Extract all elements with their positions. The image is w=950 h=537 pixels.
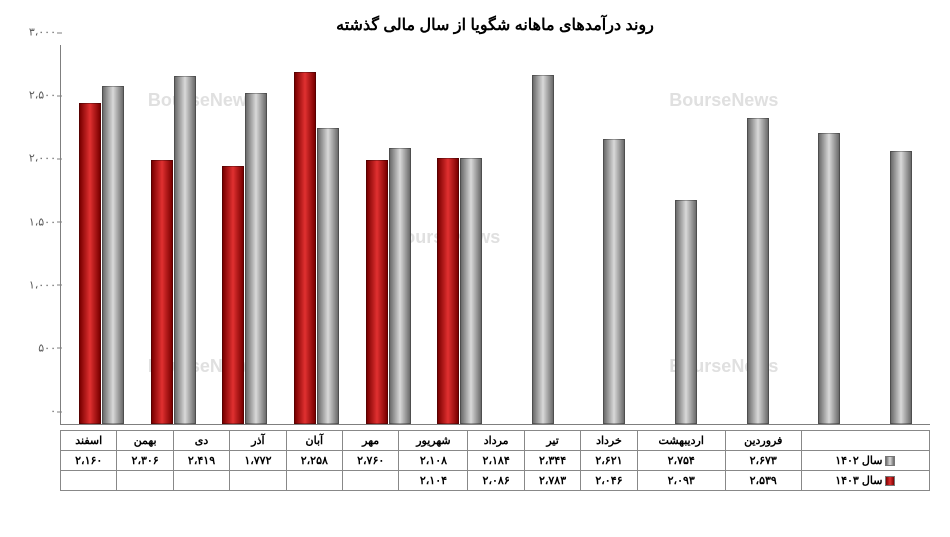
month-group xyxy=(495,45,567,424)
month-header: مرداد xyxy=(468,431,524,451)
table-header-row: فروردیناردیبهشتخردادتیرمردادشهریورمهرآبا… xyxy=(61,431,930,451)
series-label: سال ۱۴۰۳ xyxy=(801,471,929,491)
table-cell: ۲،۵۳۹ xyxy=(725,471,801,491)
table-cell: ۲،۱۰۴ xyxy=(399,471,468,491)
legend-swatch xyxy=(885,456,895,466)
month-group xyxy=(209,45,281,424)
bar-y1402 xyxy=(389,148,411,424)
table-cell: ۲،۰۴۶ xyxy=(581,471,637,491)
data-table: فروردیناردیبهشتخردادتیرمردادشهریورمهرآبا… xyxy=(60,430,930,491)
bar-y1402 xyxy=(174,76,196,424)
plot-area: BourseNewsBourseNewsBourseNewsBourseNews… xyxy=(60,45,930,425)
month-header: فروردین xyxy=(725,431,801,451)
table-cell: ۲،۱۶۰ xyxy=(61,451,117,471)
y-tick: ۲،۵۰۰ xyxy=(11,89,56,102)
table-cell: ۲،۴۱۹ xyxy=(173,451,229,471)
table-cell: ۲،۳۴۴ xyxy=(524,451,580,471)
chart-container: روند درآمدهای ماهانه شگویا از سال مالی گ… xyxy=(0,0,950,537)
month-group xyxy=(782,45,854,424)
month-group xyxy=(567,45,639,424)
bars-area xyxy=(61,45,930,424)
table-cell xyxy=(61,471,117,491)
table-cell: ۱،۷۷۲ xyxy=(230,451,286,471)
table-cell: ۲،۷۸۳ xyxy=(524,471,580,491)
month-group xyxy=(66,45,138,424)
table-row: سال ۱۴۰۲۲،۶۷۳۲،۷۵۴۲،۶۲۱۲،۳۴۴۲،۱۸۴۲،۱۰۸۲،… xyxy=(61,451,930,471)
bar-y1403 xyxy=(294,72,316,424)
month-group xyxy=(138,45,210,424)
month-header: دی xyxy=(173,431,229,451)
bar-y1402 xyxy=(747,118,769,424)
table-cell xyxy=(286,471,342,491)
y-tick: ۳،۰۰۰ xyxy=(11,26,56,39)
bar-y1402 xyxy=(245,93,267,424)
month-header: مهر xyxy=(343,431,399,451)
bar-y1403 xyxy=(151,160,173,424)
bar-y1402 xyxy=(102,86,124,424)
bar-y1403 xyxy=(222,166,244,424)
y-tick: ۵۰۰ xyxy=(11,341,56,354)
month-header: تیر xyxy=(524,431,580,451)
table-cell xyxy=(343,471,399,491)
month-group xyxy=(424,45,496,424)
month-group xyxy=(639,45,711,424)
table-cell: ۲،۰۸۶ xyxy=(468,471,524,491)
table-row: سال ۱۴۰۳۲،۵۳۹۲،۰۹۳۲،۰۴۶۲،۷۸۳۲،۰۸۶۲،۱۰۴ xyxy=(61,471,930,491)
table-cell: ۲،۱۸۴ xyxy=(468,451,524,471)
legend-swatch xyxy=(885,476,895,486)
table-cell xyxy=(173,471,229,491)
y-tick: ۲،۰۰۰ xyxy=(11,152,56,165)
y-tick: ۱،۰۰۰ xyxy=(11,278,56,291)
table-cell: ۲،۶۲۱ xyxy=(581,451,637,471)
bar-y1402 xyxy=(818,133,840,424)
y-tick: ۱،۵۰۰ xyxy=(11,215,56,228)
month-header: آذر xyxy=(230,431,286,451)
bar-y1402 xyxy=(675,200,697,424)
month-group xyxy=(853,45,925,424)
bar-y1402 xyxy=(890,151,912,424)
table-cell: ۲،۳۰۶ xyxy=(117,451,173,471)
table-corner xyxy=(801,431,929,451)
table-cell: ۲،۷۶۰ xyxy=(343,451,399,471)
bar-y1402 xyxy=(603,139,625,424)
month-header: شهریور xyxy=(399,431,468,451)
bar-y1403 xyxy=(437,158,459,424)
month-header: خرداد xyxy=(581,431,637,451)
month-header: اردیبهشت xyxy=(637,431,725,451)
table-cell: ۲،۱۰۸ xyxy=(399,451,468,471)
bar-y1403 xyxy=(366,160,388,424)
month-header: اسفند xyxy=(61,431,117,451)
table-cell xyxy=(117,471,173,491)
bar-y1402 xyxy=(317,128,339,424)
month-group xyxy=(352,45,424,424)
bar-y1403 xyxy=(79,103,101,424)
y-axis: ۰۵۰۰۱،۰۰۰۱،۵۰۰۲،۰۰۰۲،۵۰۰۳،۰۰۰ xyxy=(11,45,56,424)
y-tick: ۰ xyxy=(11,405,56,418)
table-cell: ۲،۲۵۸ xyxy=(286,451,342,471)
month-header: آبان xyxy=(286,431,342,451)
month-group xyxy=(281,45,353,424)
table-cell: ۲،۰۹۳ xyxy=(637,471,725,491)
table-cell: ۲،۷۵۴ xyxy=(637,451,725,471)
bar-y1402 xyxy=(532,75,554,424)
month-header: بهمن xyxy=(117,431,173,451)
table-cell xyxy=(230,471,286,491)
bar-y1402 xyxy=(460,158,482,424)
series-label: سال ۱۴۰۲ xyxy=(801,451,929,471)
table-cell: ۲،۶۷۳ xyxy=(725,451,801,471)
month-group xyxy=(710,45,782,424)
chart-title: روند درآمدهای ماهانه شگویا از سال مالی گ… xyxy=(60,15,930,35)
